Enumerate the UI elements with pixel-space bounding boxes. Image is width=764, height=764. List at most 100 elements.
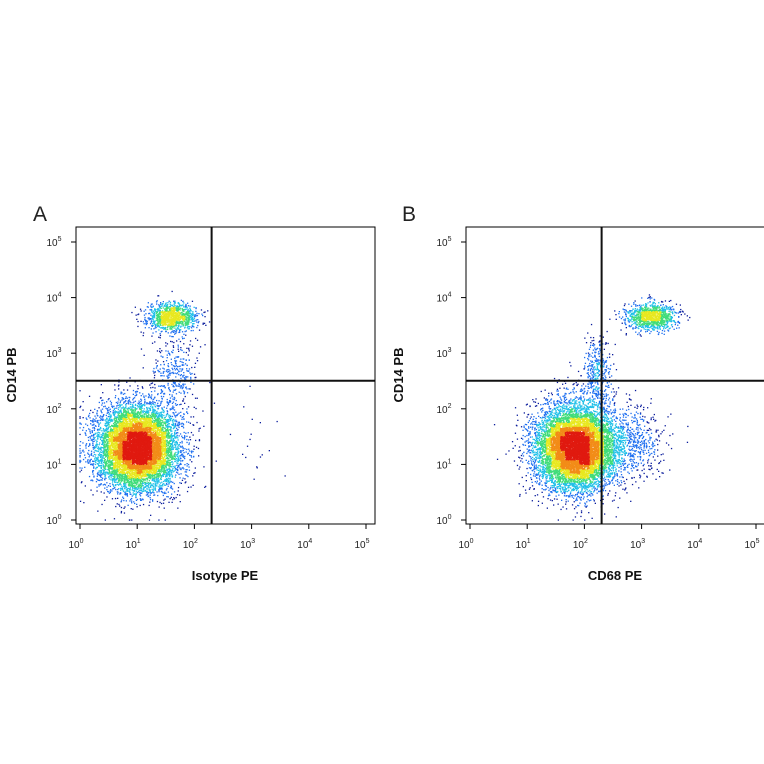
event-dot [124, 419, 126, 421]
event-dot [135, 496, 137, 499]
event-dot [172, 381, 175, 383]
event-dot [110, 462, 112, 465]
event-dot [169, 435, 171, 438]
event-dot [135, 415, 137, 417]
event-dot [162, 301, 164, 303]
event-dot [152, 305, 154, 307]
event-dot [169, 461, 171, 464]
event-dot [101, 473, 104, 475]
event-dot [144, 417, 146, 419]
event-dot [114, 429, 116, 432]
event-dot [150, 406, 152, 408]
event-dot [137, 480, 139, 482]
event-dot [192, 416, 195, 418]
event-dot [152, 407, 154, 409]
event-dot [98, 407, 100, 409]
event-dot [112, 454, 114, 456]
event-dot [118, 414, 120, 417]
event-dot [80, 482, 83, 484]
event-dot [154, 396, 156, 398]
event-dot [112, 472, 114, 474]
event-dot [180, 403, 182, 405]
event-dot [182, 455, 184, 457]
event-dot [93, 446, 95, 449]
event-dot [107, 453, 109, 455]
event-dot [132, 485, 134, 487]
event-dot [174, 467, 177, 469]
event-dot [176, 460, 178, 462]
event-dot [119, 479, 121, 481]
event-dot [161, 487, 163, 489]
event-dot [129, 377, 131, 379]
event-dot [148, 488, 150, 490]
event-dot [99, 464, 101, 467]
event-dot [135, 314, 137, 316]
event-dot [129, 385, 131, 387]
event-dot [152, 500, 154, 502]
event-dot [127, 487, 129, 490]
event-dot [98, 465, 101, 467]
event-dot [127, 400, 130, 402]
event-dot [175, 421, 177, 423]
event-dot [121, 407, 124, 409]
event-dot [108, 457, 111, 459]
event-dot [134, 413, 136, 415]
event-dot [160, 331, 162, 333]
event-dot [183, 438, 186, 440]
event-dot [181, 315, 184, 318]
event-dot [99, 442, 101, 444]
event-dot [161, 391, 163, 394]
event-dot [182, 446, 184, 449]
event-dot [94, 433, 96, 435]
event-dot [159, 420, 161, 422]
event-dot [171, 407, 173, 409]
event-dot [123, 476, 125, 478]
event-dot [110, 457, 112, 459]
event-dot [181, 320, 183, 322]
event-dot [105, 463, 108, 465]
event-dot [174, 453, 176, 456]
event-dot [170, 325, 173, 327]
event-dot [180, 423, 182, 425]
event-dot [172, 418, 174, 421]
event-dot [169, 479, 171, 481]
event-dot [123, 478, 125, 480]
event-dot [156, 323, 158, 325]
event-dot [112, 422, 115, 425]
event-dot [162, 474, 164, 477]
event-dot [136, 413, 138, 415]
event-dot [175, 385, 177, 387]
event-dot [96, 440, 98, 442]
event-dot [148, 402, 151, 404]
event-dot [120, 479, 122, 482]
event-dot [150, 306, 152, 308]
event-dot [114, 475, 116, 477]
event-dot [186, 469, 188, 471]
event-dot [152, 320, 154, 323]
event-dot [177, 456, 179, 458]
event-dot [98, 483, 100, 486]
event-dot [175, 468, 178, 470]
event-dot [174, 476, 176, 478]
event-dot [169, 408, 171, 410]
event-dot [194, 397, 197, 399]
event-dot [84, 432, 86, 434]
event-dot [96, 457, 98, 459]
event-dot [165, 436, 168, 438]
event-dot [126, 488, 128, 490]
event-dot [175, 313, 177, 316]
event-dot [97, 454, 100, 456]
event-dot [176, 434, 178, 436]
event-dot [187, 312, 189, 314]
event-dot [147, 482, 149, 484]
event-dot [182, 400, 184, 402]
event-dot [132, 473, 134, 476]
event-dot [151, 325, 153, 327]
event-dot [127, 407, 130, 410]
event-dot [108, 437, 110, 440]
event-dot [168, 447, 170, 450]
event-dot [153, 313, 155, 315]
event-dot [136, 412, 138, 414]
event-dot [99, 438, 102, 441]
event-dot [138, 477, 140, 479]
